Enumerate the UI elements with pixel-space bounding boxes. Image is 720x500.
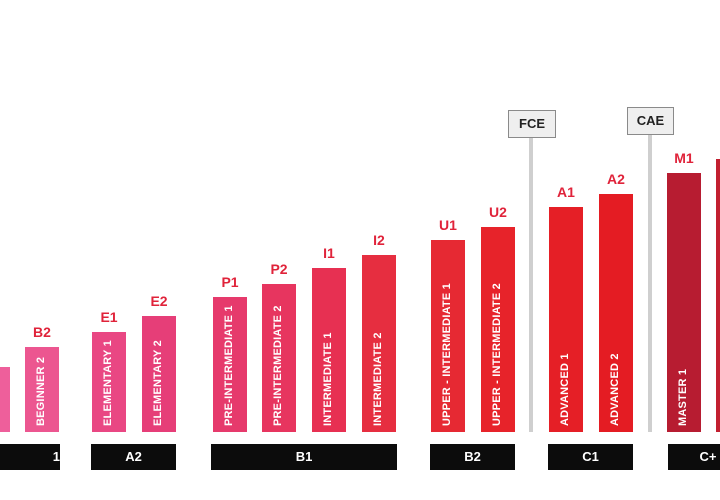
bar-label-i2: INTERMEDIATE 2 xyxy=(372,332,384,426)
bar-code-e1: E1 xyxy=(100,309,118,325)
bar-e1 xyxy=(92,332,126,432)
bar-label-e2: ELEMENTARY 2 xyxy=(152,340,164,426)
bar-b2 xyxy=(25,347,59,432)
bar-code-u2: U2 xyxy=(489,204,507,220)
bar-unnamed-13 xyxy=(716,159,720,432)
bar-p2 xyxy=(262,284,296,432)
exam-pole-fce xyxy=(529,136,533,432)
bar-label-a2: ADVANCED 2 xyxy=(609,353,621,426)
level-band-cplus: C+ xyxy=(668,444,720,470)
bar-code-m1: M1 xyxy=(674,150,694,166)
level-band-a2: A2 xyxy=(91,444,176,470)
bar-label-u2: UPPER - INTERMEDIATE 2 xyxy=(491,283,503,426)
bar-code-a1: A1 xyxy=(557,184,575,200)
bar-u1 xyxy=(431,240,465,432)
bar-i1 xyxy=(312,268,346,432)
bar-label-p1: PRE-INTERMEDIATE 1 xyxy=(223,305,235,426)
exam-pole-cae xyxy=(648,134,652,432)
bar-u2 xyxy=(481,227,515,432)
level-band-c1: C1 xyxy=(548,444,633,470)
bar-label-b2: BEGINNER 2 xyxy=(35,356,47,426)
bar-code-p2: P2 xyxy=(270,261,288,277)
bar-label-m1: MASTER 1 xyxy=(677,368,689,426)
exam-tag-cae: CAE xyxy=(627,107,674,135)
level-band-b2: B2 xyxy=(430,444,515,470)
level-band-1: 1 xyxy=(0,444,60,470)
bar-i2 xyxy=(362,255,396,432)
bar-code-i2: I2 xyxy=(373,232,385,248)
level-band-b1: B1 xyxy=(211,444,397,470)
bar-code-b2: B2 xyxy=(33,324,51,340)
bar-code-a2: A2 xyxy=(607,171,625,187)
bar-code-p1: P1 xyxy=(221,274,239,290)
bar-label-i1: INTERMEDIATE 1 xyxy=(322,332,334,426)
bar-label-e1: ELEMENTARY 1 xyxy=(102,340,114,426)
bar-code-e2: E2 xyxy=(150,293,168,309)
bar-a1 xyxy=(549,207,583,432)
bar-label-a1: ADVANCED 1 xyxy=(559,353,571,426)
exam-tag-fce: FCE xyxy=(508,110,556,138)
bar-p1 xyxy=(213,297,247,432)
bar-label-p2: PRE-INTERMEDIATE 2 xyxy=(272,305,284,426)
bar-label-u1: UPPER - INTERMEDIATE 1 xyxy=(441,283,453,426)
bar-unnamed-0 xyxy=(0,367,10,432)
bar-a2 xyxy=(599,194,633,432)
bar-e2 xyxy=(142,316,176,432)
bar-code-u1: U1 xyxy=(439,217,457,233)
bar-code-i1: I1 xyxy=(323,245,335,261)
bar-m1 xyxy=(667,173,701,432)
